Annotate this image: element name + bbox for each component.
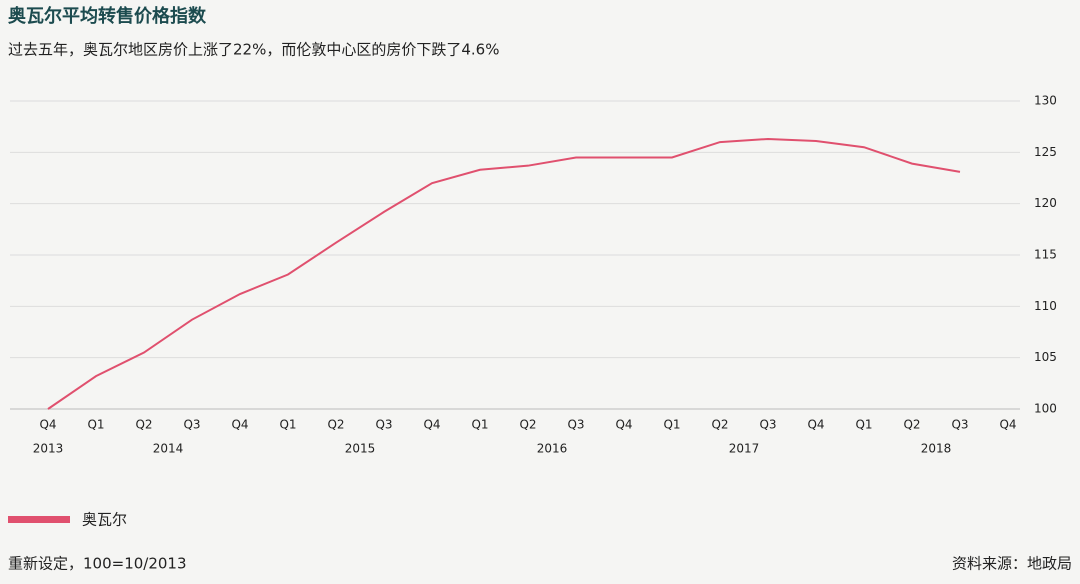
x-tick-label: Q1: [663, 418, 680, 432]
x-group-label: 2018: [921, 442, 952, 456]
chart-subtitle: 过去五年，奥瓦尔地区房价上涨了22%，而伦敦中心区的房价下跌了4.6%: [8, 41, 499, 59]
x-tick-label: Q2: [903, 418, 920, 432]
y-tick-label: 100: [1034, 402, 1057, 416]
legend-label: 奥瓦尔: [82, 511, 127, 529]
x-group-label: 2015: [345, 442, 376, 456]
y-tick-label: 125: [1034, 145, 1057, 159]
x-tick-label: Q2: [327, 418, 344, 432]
x-tick-label: Q3: [183, 418, 200, 432]
x-tick-label: Q1: [855, 418, 872, 432]
legend-swatch: [8, 516, 70, 523]
x-group-label: 2017: [729, 442, 760, 456]
x-tick-label: Q1: [279, 418, 296, 432]
y-tick-label: 120: [1034, 196, 1057, 210]
x-tick-label: Q4: [999, 418, 1016, 432]
x-group-label: 2013: [33, 442, 64, 456]
y-tick-label: 130: [1034, 94, 1057, 108]
x-tick-label: Q2: [135, 418, 152, 432]
data-line: [47, 137, 961, 410]
x-tick-label: Q1: [471, 418, 488, 432]
x-tick-label: Q4: [615, 418, 632, 432]
x-tick-label: Q4: [39, 418, 56, 432]
y-tick-label: 115: [1034, 248, 1057, 262]
x-group-label: 2016: [537, 442, 568, 456]
y-tick-label: 110: [1034, 299, 1057, 313]
note: 重新设定，100=10/2013: [8, 555, 187, 573]
x-tick-label: Q4: [807, 418, 824, 432]
x-tick-label: Q2: [519, 418, 536, 432]
x-tick-label: Q4: [423, 418, 440, 432]
x-tick-label: Q4: [231, 418, 248, 432]
source: 资料来源：地政局: [952, 555, 1072, 573]
x-tick-label: Q3: [375, 418, 392, 432]
x-tick-label: Q2: [711, 418, 728, 432]
x-group-label: 2014: [153, 442, 184, 456]
x-tick-label: Q3: [759, 418, 776, 432]
x-tick-label: Q3: [567, 418, 584, 432]
x-tick-label: Q3: [951, 418, 968, 432]
y-tick-label: 105: [1034, 350, 1057, 364]
chart-title: 奥瓦尔平均转售价格指数: [8, 5, 207, 27]
x-tick-label: Q1: [87, 418, 104, 432]
